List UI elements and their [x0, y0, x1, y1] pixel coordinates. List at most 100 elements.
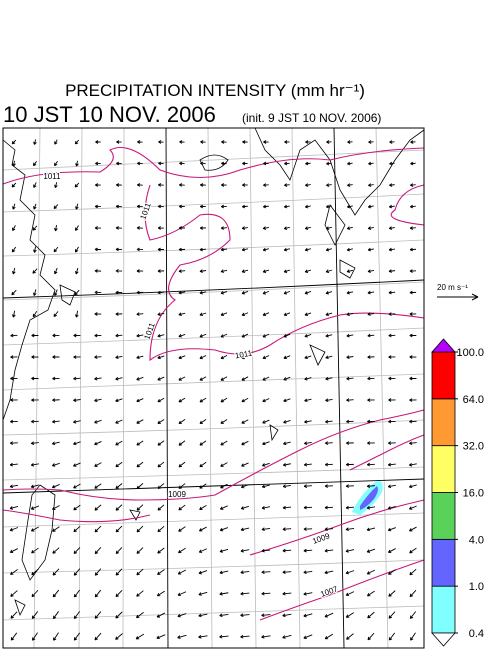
wind-arrow — [325, 419, 333, 424]
colorbar-over — [431, 338, 456, 353]
wind-arrow — [115, 440, 123, 446]
wind-arrow — [346, 355, 354, 359]
wind-arrow — [31, 398, 39, 402]
wind-arrow — [31, 611, 39, 619]
wind-arrow — [94, 419, 102, 424]
wind-arrow — [115, 483, 123, 489]
wind-arrow — [115, 525, 123, 533]
wind-arrow — [241, 333, 249, 338]
wind-arrow — [347, 161, 353, 166]
wind-arrow — [157, 397, 165, 403]
wind-arrow — [303, 484, 312, 488]
wind-arrow — [388, 247, 395, 252]
map-frame — [2, 127, 425, 649]
wind-arrow — [388, 441, 396, 445]
wind-arrow — [219, 548, 229, 553]
wind-arrow — [409, 590, 417, 598]
wind-arrow — [198, 548, 208, 553]
wind-vectors — [9, 139, 417, 641]
wind-arrow — [409, 312, 417, 316]
wind-arrow — [157, 312, 165, 316]
wind-arrow — [304, 247, 311, 252]
wind-arrow — [157, 569, 165, 575]
wind-arrow — [95, 140, 101, 144]
wind-arrow — [52, 526, 60, 532]
wind-arrow — [388, 569, 396, 575]
wind-arrow — [115, 204, 122, 209]
wind-arrow — [52, 611, 59, 620]
colorbar-under — [431, 632, 456, 647]
wind-arrow — [116, 161, 122, 166]
wind-arrow — [94, 290, 102, 295]
wind-arrow — [157, 504, 165, 511]
wind-arrow — [137, 140, 143, 144]
isobar-label: 1011 — [234, 349, 253, 361]
wind-arrow — [409, 611, 417, 619]
wind-arrow — [30, 526, 39, 532]
wind-arrow — [324, 527, 334, 531]
wind-arrow — [178, 504, 186, 511]
wind-arrow — [53, 246, 59, 253]
wind-arrow — [115, 547, 123, 555]
wind-arrow — [30, 462, 39, 467]
wind-arrow — [262, 441, 270, 446]
wind-arrow — [283, 333, 291, 338]
wind-arrow — [410, 183, 416, 187]
wind-arrow — [73, 441, 81, 446]
wind-arrow — [157, 461, 165, 468]
wind-arrow — [283, 290, 291, 295]
colorbar-label: 64.0 — [463, 394, 484, 406]
wind-arrow — [199, 247, 207, 252]
wind-arrow — [95, 183, 101, 187]
wind-arrow — [240, 484, 249, 489]
wind-arrow — [304, 312, 312, 317]
wind-arrow — [10, 419, 18, 424]
wind-arrow — [263, 161, 269, 166]
wind-arrow — [31, 376, 39, 381]
wind-arrow — [198, 613, 208, 618]
wind-arrow — [115, 333, 123, 338]
wind-arrow — [262, 462, 270, 467]
wind-arrow — [240, 634, 250, 639]
wind-arrow — [31, 355, 39, 359]
wind-arrow — [179, 140, 185, 144]
wind-arrow — [261, 527, 271, 532]
wind-arrow — [282, 570, 292, 574]
wind-arrow — [388, 611, 396, 619]
wind-arrow — [136, 419, 144, 424]
isobar-label: 1009 — [168, 490, 186, 499]
wind-arrow — [367, 632, 375, 641]
wind-arrow — [10, 590, 18, 597]
wind-arrow — [241, 247, 249, 252]
wind-arrow — [74, 139, 80, 145]
wind-arrow — [283, 204, 290, 209]
wind-arrow — [157, 226, 164, 230]
wind-arrow — [177, 634, 187, 639]
wind-arrow — [10, 376, 18, 381]
wind-arrow — [220, 440, 228, 446]
wind-arrow — [262, 419, 270, 424]
wind-arrow — [240, 591, 250, 596]
wind-arrow — [345, 462, 354, 467]
wind-arrow — [135, 611, 144, 619]
wind-arrow — [388, 419, 396, 424]
wind-arrow — [346, 204, 353, 209]
wind-arrow — [240, 613, 250, 618]
wind-arrow — [156, 612, 166, 618]
wind-arrow — [73, 568, 81, 576]
wind-arrow — [367, 333, 375, 338]
wind-arrow — [178, 397, 186, 403]
wind-arrow — [11, 139, 17, 145]
wind-arrow — [33, 203, 37, 210]
wind-arrow — [9, 506, 19, 510]
wind-arrow — [326, 140, 332, 144]
wind-arrow — [325, 204, 332, 209]
wind-arrow — [262, 333, 270, 338]
wind-arrow — [220, 290, 228, 295]
wind-arrow — [136, 504, 144, 511]
isobars — [2, 146, 425, 621]
wind-arrow — [283, 226, 290, 230]
wind-arrow — [366, 548, 376, 553]
wind-arrow — [137, 183, 143, 187]
